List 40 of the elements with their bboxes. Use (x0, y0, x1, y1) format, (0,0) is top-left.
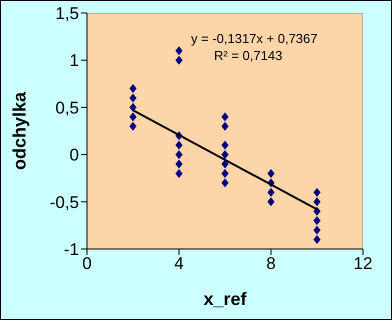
point (175, 56, 183, 65)
point (175, 168, 183, 178)
y-tick-label: 0 (70, 146, 79, 165)
point (221, 140, 229, 150)
point (221, 112, 229, 122)
point (129, 84, 137, 94)
point (313, 226, 321, 235)
point (129, 93, 137, 102)
point (175, 160, 183, 169)
annotation: R² = 0,7143 (214, 48, 282, 63)
point (221, 168, 229, 178)
point (175, 150, 183, 160)
x-tick-label: 0 (82, 254, 92, 274)
point (267, 188, 275, 197)
point (313, 235, 321, 244)
point (313, 216, 321, 226)
y-tick-label: 1,5 (55, 4, 79, 24)
point (129, 112, 137, 122)
annotation: y = -0,1317x + 0,7367 (191, 31, 318, 46)
x-tick-label: 8 (266, 254, 276, 274)
y-tick-label: 0,5 (55, 98, 79, 118)
x-axis-title: x_ref (203, 289, 248, 309)
point (267, 168, 275, 178)
point (221, 150, 229, 160)
point (313, 188, 321, 197)
point (221, 122, 229, 131)
point (313, 197, 321, 206)
y-axis-title: odchylka (9, 90, 30, 170)
point (175, 140, 183, 150)
x-tick-label: 12 (354, 254, 372, 274)
point (267, 197, 275, 206)
point (221, 160, 229, 169)
x-tick-label: 4 (174, 254, 184, 274)
y-tick-label: 1 (70, 51, 79, 70)
point (175, 46, 183, 56)
y-tick-label: -0,5 (50, 192, 79, 212)
point (129, 122, 137, 131)
point (221, 178, 229, 188)
y-tick-label: -1 (64, 240, 79, 260)
point (129, 102, 137, 112)
